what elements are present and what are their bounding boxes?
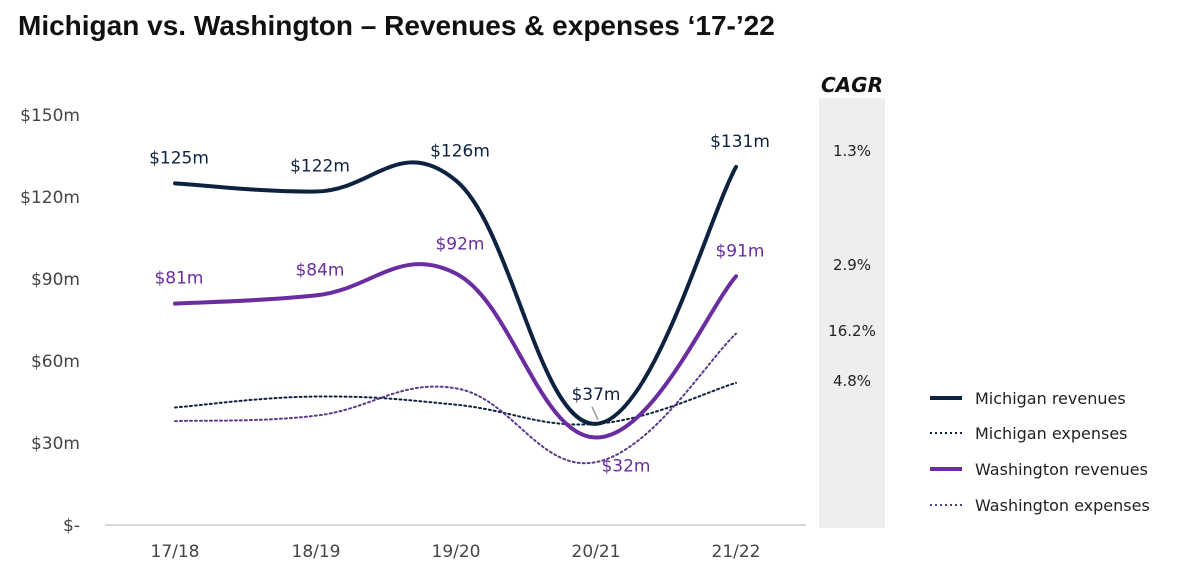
series-line-michigan-expenses <box>174 381 737 426</box>
data-label-washington-revenues: $91m <box>715 241 764 261</box>
x-tick-label: 17/18 <box>151 542 200 562</box>
data-label-michigan-revenues: $126m <box>430 142 490 162</box>
cagr-header: CAGR <box>821 73 883 97</box>
data-label-michigan-revenues: $131m <box>710 132 770 152</box>
legend-label-michigan-revenues: Michigan revenues <box>975 389 1126 408</box>
data-label-washington-revenues: $92m <box>435 235 484 255</box>
y-tick-label: $30m <box>31 434 80 454</box>
y-tick-label: $90m <box>31 270 80 290</box>
legend-label-washington-expenses: Washington expenses <box>975 496 1150 515</box>
series-line-washington-expenses <box>174 332 737 465</box>
data-labels: $125m $122m $126m $37m $131m $81m $84m $92m $32m… <box>149 132 770 477</box>
label-leader-line <box>591 406 599 421</box>
x-tick-label: 21/22 <box>712 542 761 562</box>
legend: Michigan revenues Michigan expenses Washin… <box>930 389 1150 515</box>
data-label-michigan-revenues: $125m <box>149 148 209 168</box>
y-tick-label: $150m <box>20 106 80 126</box>
cagr-panel: CAGR 1.3% 2.9% 16.2% 4.8% <box>819 73 885 528</box>
x-tick-label: 18/19 <box>292 542 341 562</box>
cagr-washington-revenues: 2.9% <box>833 256 871 274</box>
x-tick-label: 19/20 <box>432 542 481 562</box>
axes: $- $30m $60m $90m $120m $150m 17/18 18/19 19/20 2… <box>20 106 806 562</box>
series-line-washington-revenues <box>173 262 738 440</box>
cagr-background <box>819 98 885 528</box>
x-tick-label: 20/21 <box>572 542 621 562</box>
cagr-michigan-revenues: 1.3% <box>833 142 871 160</box>
y-tick-label: $120m <box>20 188 80 208</box>
cagr-michigan-expenses: 4.8% <box>833 372 871 390</box>
legend-label-michigan-expenses: Michigan expenses <box>975 424 1128 443</box>
cagr-washington-expenses: 16.2% <box>828 322 876 340</box>
data-label-washington-revenues: $81m <box>154 269 203 289</box>
series-line-michigan-revenues <box>173 160 738 426</box>
y-tick-label: $- <box>63 516 80 536</box>
chart-title: Michigan vs. Washington – Revenues & exp… <box>18 10 775 41</box>
y-tick-label: $60m <box>31 352 80 372</box>
series-lines <box>173 160 738 465</box>
data-label-michigan-revenues: $37m <box>571 385 620 405</box>
data-label-washington-revenues: $84m <box>295 260 344 280</box>
data-label-washington-revenues: $32m <box>601 457 650 477</box>
data-label-michigan-revenues: $122m <box>290 157 350 177</box>
legend-label-washington-revenues: Washington revenues <box>975 460 1148 479</box>
